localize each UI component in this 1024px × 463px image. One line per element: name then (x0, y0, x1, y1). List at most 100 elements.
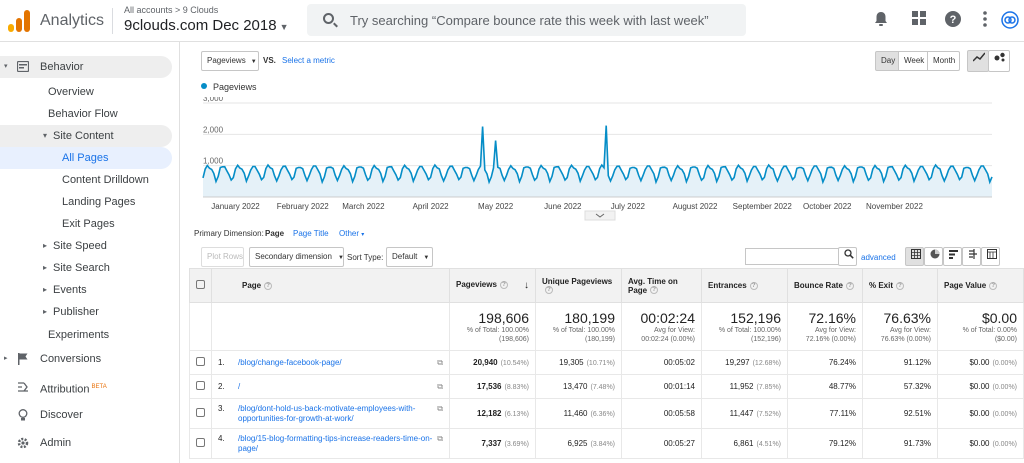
sidebar-item-publisher[interactable]: ▸ Publisher (0, 301, 172, 323)
table-row: 3. /blog/dont-hold-us-back-motivate-emplo… (189, 398, 1024, 429)
sidebar-item-content-drilldown[interactable]: Content Drilldown (0, 169, 172, 191)
secondary-dimension-dropdown[interactable]: Secondary dimension ▼ (249, 247, 344, 267)
plot-rows-button[interactable]: Plot Rows (201, 247, 244, 267)
sidebar-item-site-speed[interactable]: ▸ Site Speed (0, 235, 172, 257)
open-page-icon[interactable]: ⧉ (437, 433, 443, 443)
entrances-cell: 6,861 (4.51%) (701, 428, 788, 459)
help-icon[interactable]: ? (845, 281, 854, 290)
behavior-icon (16, 60, 30, 73)
table-view-button[interactable] (905, 247, 924, 266)
page-link[interactable]: /blog/change-facebook-page/ (238, 357, 342, 367)
help-icon[interactable]: ? (989, 281, 998, 290)
sidebar-item-label: Exit Pages (62, 218, 115, 230)
sidebar-item-conversions[interactable]: ▸ Conversions (0, 348, 172, 370)
sidebar-item-exit-pages[interactable]: Exit Pages (0, 213, 172, 235)
open-page-icon[interactable]: ⧉ (437, 357, 443, 367)
sort-type-dropdown[interactable]: Default ▼ (386, 247, 433, 267)
more-vert-icon[interactable] (976, 11, 994, 29)
sidebar-item-behavior-flow[interactable]: Behavior Flow (0, 103, 172, 125)
performance-view-button[interactable] (943, 247, 962, 266)
sidebar-item-label: Attribution BETA (40, 383, 107, 396)
account-breadcrumb[interactable]: All accounts > 9 Clouds (124, 5, 219, 15)
col-unique-pageviews[interactable]: Unique Pageviews? (535, 268, 622, 303)
comparison-view-button[interactable] (962, 247, 981, 266)
sidebar-item-overview[interactable]: Overview (0, 81, 172, 103)
col-pageviews[interactable]: Pageviews? ↓ (449, 268, 536, 303)
month-button[interactable]: Month (927, 51, 960, 71)
account-avatar-icon[interactable] (1001, 11, 1019, 29)
page-link[interactable]: / (238, 381, 241, 391)
col-avg-time[interactable]: Avg. Time on Page? (621, 268, 702, 303)
pageviews-cell: 20,940 (10.54%) (449, 350, 536, 375)
table-filter-input[interactable] (745, 248, 839, 265)
select-all-checkbox[interactable] (196, 280, 205, 289)
open-page-icon[interactable]: ⧉ (437, 403, 443, 413)
analytics-logo[interactable] (8, 10, 30, 32)
exit-cell: 57.32% (862, 374, 938, 399)
table-search-button[interactable] (838, 247, 857, 266)
bounce-rate-cell: 77.11% (787, 398, 863, 429)
col-bounce-rate[interactable]: Bounce Rate? (787, 268, 863, 303)
line-chart-toggle[interactable] (967, 50, 989, 72)
page-link[interactable]: /blog/dont-hold-us-back-motivate-employe… (238, 403, 416, 423)
day-button[interactable]: Day (875, 51, 899, 71)
help-icon[interactable]: ? (650, 286, 659, 295)
search-placeholder: Try searching “Compare bounce rate this … (350, 13, 709, 28)
pivot-view-button[interactable] (981, 247, 1000, 266)
x-tick-label: January 2022 (211, 202, 260, 211)
row-checkbox[interactable] (196, 438, 205, 447)
sidebar-item-events[interactable]: ▸ Events (0, 279, 172, 301)
dimension-page-title[interactable]: Page Title (293, 229, 329, 238)
sidebar-item-label: Experiments (48, 329, 110, 341)
bar-chart-icon (949, 250, 958, 259)
account-selector[interactable]: 9clouds.com Dec 2018 ▼ (124, 17, 289, 34)
col-exit[interactable]: % Exit? (862, 268, 938, 303)
x-tick-label: February 2022 (277, 202, 330, 211)
sidebar-item-attribution[interactable]: Attribution BETA (0, 376, 172, 398)
unique-pageviews-cell: 19,305 (10.71%) (535, 350, 622, 375)
row-checkbox[interactable] (196, 408, 205, 417)
week-button[interactable]: Week (898, 51, 928, 71)
page-value-cell: $0.00 (0.00%) (937, 398, 1024, 429)
col-entrances[interactable]: Entrances? (701, 268, 788, 303)
help-icon[interactable]: ? (545, 286, 553, 295)
bell-icon[interactable] (872, 11, 890, 29)
dimension-page[interactable]: Page (265, 229, 285, 238)
help-icon[interactable]: ? (896, 281, 905, 290)
row-checkbox[interactable] (196, 381, 205, 390)
page-link[interactable]: /blog/15-blog-formatting-tips-increase-r… (238, 433, 433, 453)
sidebar-item-admin[interactable]: Admin (0, 432, 172, 454)
col-page-value[interactable]: Page Value? (937, 268, 1024, 303)
help-icon[interactable]: ? (944, 11, 962, 29)
row-checkbox[interactable] (196, 357, 205, 366)
sidebar-item-discover[interactable]: Discover (0, 404, 172, 426)
x-tick-label: March 2022 (342, 202, 385, 211)
help-icon[interactable]: ? (499, 280, 508, 289)
pie-view-button[interactable] (924, 247, 943, 266)
help-icon[interactable]: ? (749, 281, 758, 290)
entrances-cell: 11,952 (7.85%) (701, 374, 788, 399)
col-page[interactable]: Page? (211, 268, 450, 303)
select-metric-link[interactable]: Select a metric (282, 56, 335, 65)
series-line-pageviews (202, 125, 993, 185)
help-icon[interactable]: ? (264, 281, 273, 290)
motion-chart-toggle[interactable] (988, 50, 1010, 72)
sidebar-item-all-pages[interactable]: All Pages (0, 147, 172, 169)
metric-dropdown[interactable]: Pageviews ▼ (201, 51, 259, 71)
sidebar-item-site-content[interactable]: ▾ Site Content (0, 125, 172, 147)
search-bar[interactable]: Try searching “Compare bounce rate this … (307, 4, 746, 36)
pie-chart-icon (930, 249, 940, 259)
sidebar-item-site-search[interactable]: ▸ Site Search (0, 257, 172, 279)
comparison-icon (969, 249, 977, 259)
sidebar-item-landing-pages[interactable]: Landing Pages (0, 191, 172, 213)
row-checkbox-cell (189, 398, 212, 429)
pageviews-cell: 12,182 (6.13%) (449, 398, 536, 429)
apps-grid-icon[interactable] (910, 11, 928, 29)
attribution-icon (17, 381, 29, 393)
sidebar-item-behavior[interactable]: ▾ Behavior (0, 56, 172, 78)
advanced-link[interactable]: advanced (861, 253, 896, 262)
sidebar-item-experiments[interactable]: Experiments (0, 324, 172, 346)
row-number: 4. (218, 433, 225, 443)
dimension-other[interactable]: Other ▾ (339, 229, 365, 238)
open-page-icon[interactable]: ⧉ (437, 381, 443, 391)
